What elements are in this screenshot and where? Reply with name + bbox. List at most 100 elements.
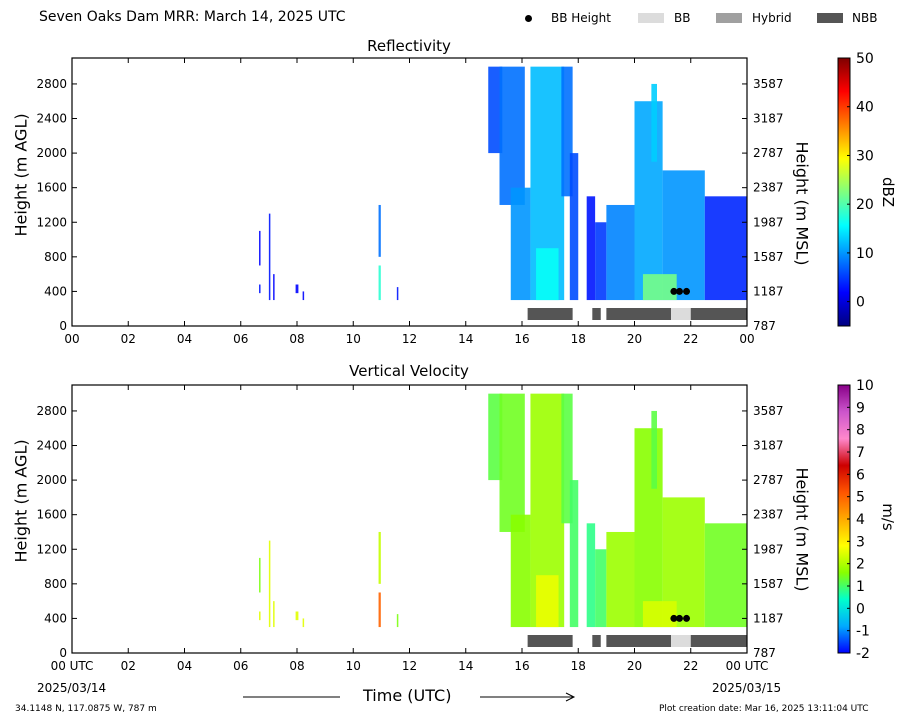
x-tick-label: 10 — [346, 332, 361, 346]
x-tick-label: 02 — [121, 659, 136, 673]
rain-cell — [259, 230, 261, 266]
colorbar-tick-label: 20 — [856, 197, 874, 213]
y-tick-label: 0 — [59, 646, 67, 660]
rain-cell — [634, 101, 663, 301]
rain-field — [259, 66, 747, 301]
y-tick-label: 2400 — [36, 439, 67, 453]
y-tick-label: 400 — [44, 284, 67, 298]
rain-cell — [536, 575, 559, 628]
y-tick-label-right: 2787 — [753, 473, 784, 487]
legend-hybrid: Hybrid — [716, 11, 806, 25]
colorbar-tick-label: 6 — [856, 467, 865, 483]
rain-cell — [378, 592, 381, 628]
rain-cell — [569, 480, 579, 628]
y-tick-label-right: 1187 — [753, 284, 784, 298]
y-tick-label: 800 — [44, 577, 67, 591]
band-segment-nbb — [606, 635, 672, 647]
x-tick-label: 00 UTC — [51, 659, 94, 673]
colorbar-tick-label: 1 — [856, 579, 865, 595]
y-tick-label-right: 2787 — [753, 146, 784, 160]
rain-cell — [569, 153, 579, 301]
legend-dot-icon — [525, 15, 532, 22]
x-tick-label: 08 — [289, 659, 304, 673]
colorbar — [837, 57, 851, 327]
rain-cell — [704, 196, 747, 301]
x-tick-label: 04 — [177, 659, 192, 673]
y-tick-label: 800 — [44, 250, 67, 264]
y-tick-label-right: 1587 — [753, 577, 784, 591]
rain-cell — [606, 531, 635, 628]
colorbar-tick-label: 0 — [856, 601, 865, 617]
band-segment-nbb — [527, 635, 573, 647]
colorbar-tick-label: 10 — [856, 246, 874, 262]
x-tick-label: 04 — [177, 332, 192, 346]
rain-cell — [595, 222, 607, 301]
legend-swatch — [716, 13, 742, 23]
colorbar-tick-label: 7 — [856, 445, 865, 461]
y-tick-label: 1600 — [36, 508, 67, 522]
y-tick-label: 2800 — [36, 404, 67, 418]
rain-field — [259, 393, 747, 628]
colorbar-tick-label: 2 — [856, 557, 865, 573]
colorbar-tick-label: 10 — [856, 378, 874, 394]
bb-height-point — [670, 287, 678, 295]
colorbar-tick-label: -1 — [856, 624, 870, 640]
colorbar-tick-label: 50 — [856, 51, 874, 67]
colorbar-tick-label: 9 — [856, 400, 865, 416]
y-tick-label-right: 3187 — [753, 439, 784, 453]
band-segment-bb — [671, 635, 691, 647]
station-location: 34.1148 N, 117.0875 W, 787 m — [15, 704, 157, 714]
rain-cell — [586, 523, 596, 628]
y-tick-label: 400 — [44, 611, 67, 625]
rain-cell — [704, 523, 747, 628]
band-segment-nbb — [592, 635, 601, 647]
x-tick-label: 10 — [346, 659, 361, 673]
reflectivity-title: Reflectivity — [367, 37, 451, 55]
legend-bb-height: BB Height — [520, 11, 620, 25]
x-tick-label: 16 — [514, 659, 529, 673]
bb-height-point — [683, 614, 691, 622]
y-tick-label-right: 3587 — [753, 77, 784, 91]
rain-cell — [634, 428, 663, 628]
x-tick-label: 20 — [627, 659, 642, 673]
start-date: 2025/03/14 — [37, 681, 107, 695]
rain-cell — [536, 248, 559, 301]
rain-cell — [259, 284, 261, 294]
y-tick-label-right: 787 — [753, 646, 776, 660]
x-tick-label: 12 — [402, 332, 417, 346]
bb-height-point — [670, 614, 678, 622]
rain-cell — [642, 274, 677, 301]
y-tick-label-right: 1587 — [753, 250, 784, 264]
colorbar-tick-label: 4 — [856, 512, 865, 528]
band-segment-nbb — [592, 308, 601, 320]
y-tick-label: 1200 — [36, 542, 67, 556]
x-tick-label: 12 — [402, 659, 417, 673]
bb-height-point — [676, 614, 683, 622]
legend-label: Hybrid — [752, 11, 792, 25]
rain-cell — [268, 213, 271, 301]
rain-cell — [302, 618, 305, 628]
y-tick-label-right: 3587 — [753, 404, 784, 418]
x-tick-label: 08 — [289, 332, 304, 346]
rain-cell — [302, 291, 305, 301]
band-segment-nbb — [527, 308, 573, 320]
rain-cell — [378, 204, 381, 257]
band-segment-nbb — [690, 308, 747, 320]
y-tick-label: 0 — [59, 319, 67, 333]
x-tick-label: 14 — [458, 332, 473, 346]
bb-height-point — [683, 287, 691, 295]
x-tick-label: 14 — [458, 659, 473, 673]
rain-cell — [488, 393, 503, 481]
rain-cell — [586, 196, 596, 301]
end-date: 2025/03/15 — [712, 681, 782, 695]
rain-cell — [499, 393, 525, 532]
x-tick-label: 00 — [64, 332, 79, 346]
x-tick-label: 22 — [683, 659, 698, 673]
bb-height-point — [676, 287, 683, 295]
y-tick-label: 2000 — [36, 146, 67, 160]
y-tick-label: 1200 — [36, 215, 67, 229]
rain-cell — [606, 204, 635, 301]
x-tick-label: 06 — [233, 332, 248, 346]
y-tick-label: 2800 — [36, 77, 67, 91]
